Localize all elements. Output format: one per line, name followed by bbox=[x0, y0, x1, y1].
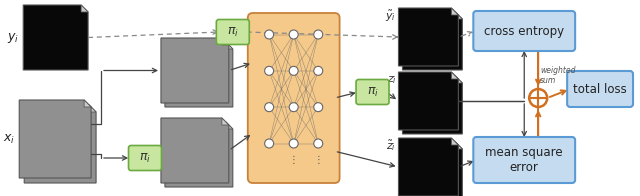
Text: ⋮: ⋮ bbox=[289, 155, 299, 165]
Text: $x_i$: $x_i$ bbox=[3, 132, 15, 146]
Polygon shape bbox=[165, 42, 233, 107]
Text: $\pi_i$: $\pi_i$ bbox=[139, 152, 151, 165]
Polygon shape bbox=[165, 122, 233, 187]
Polygon shape bbox=[456, 12, 462, 19]
Circle shape bbox=[314, 103, 323, 112]
Polygon shape bbox=[226, 42, 233, 49]
Circle shape bbox=[314, 139, 323, 148]
FancyBboxPatch shape bbox=[474, 137, 575, 183]
Text: mean square
error: mean square error bbox=[485, 146, 563, 174]
Circle shape bbox=[314, 66, 323, 75]
Text: ⋮: ⋮ bbox=[314, 155, 323, 165]
Circle shape bbox=[529, 89, 547, 107]
Polygon shape bbox=[399, 8, 458, 66]
Text: $z_i$: $z_i$ bbox=[387, 74, 397, 86]
Text: $\tilde{y}_i$: $\tilde{y}_i$ bbox=[385, 8, 397, 24]
Polygon shape bbox=[399, 72, 458, 130]
Polygon shape bbox=[161, 38, 229, 103]
Circle shape bbox=[289, 103, 298, 112]
Polygon shape bbox=[84, 100, 91, 107]
Circle shape bbox=[289, 30, 298, 39]
Polygon shape bbox=[222, 38, 229, 45]
Circle shape bbox=[289, 66, 298, 75]
Polygon shape bbox=[456, 76, 462, 83]
Polygon shape bbox=[451, 138, 458, 145]
Circle shape bbox=[314, 30, 323, 39]
Text: total loss: total loss bbox=[573, 83, 627, 95]
Circle shape bbox=[265, 66, 274, 75]
FancyBboxPatch shape bbox=[356, 80, 389, 104]
Polygon shape bbox=[89, 105, 96, 112]
Polygon shape bbox=[456, 142, 462, 149]
Polygon shape bbox=[403, 76, 462, 134]
Polygon shape bbox=[23, 5, 88, 70]
Text: cross entropy: cross entropy bbox=[484, 24, 564, 37]
Polygon shape bbox=[19, 100, 91, 178]
Polygon shape bbox=[451, 8, 458, 15]
Circle shape bbox=[265, 103, 274, 112]
Text: $y_i$: $y_i$ bbox=[7, 31, 19, 44]
FancyBboxPatch shape bbox=[216, 19, 249, 44]
Circle shape bbox=[265, 139, 274, 148]
Polygon shape bbox=[451, 72, 458, 79]
Polygon shape bbox=[399, 138, 458, 196]
Polygon shape bbox=[222, 118, 229, 125]
Circle shape bbox=[265, 30, 274, 39]
Text: $\pi_i$: $\pi_i$ bbox=[367, 85, 378, 99]
Polygon shape bbox=[403, 12, 462, 70]
FancyBboxPatch shape bbox=[567, 71, 633, 107]
Text: $\tilde{z}_i$: $\tilde{z}_i$ bbox=[387, 139, 397, 153]
Polygon shape bbox=[161, 118, 229, 183]
Polygon shape bbox=[24, 105, 96, 183]
FancyBboxPatch shape bbox=[129, 145, 161, 171]
Polygon shape bbox=[81, 5, 88, 12]
FancyBboxPatch shape bbox=[248, 13, 340, 183]
Text: weighted
sum: weighted sum bbox=[540, 66, 576, 85]
Text: $\pi_i$: $\pi_i$ bbox=[227, 25, 239, 39]
Polygon shape bbox=[403, 142, 462, 196]
Polygon shape bbox=[226, 122, 233, 129]
Circle shape bbox=[289, 139, 298, 148]
FancyBboxPatch shape bbox=[474, 11, 575, 51]
